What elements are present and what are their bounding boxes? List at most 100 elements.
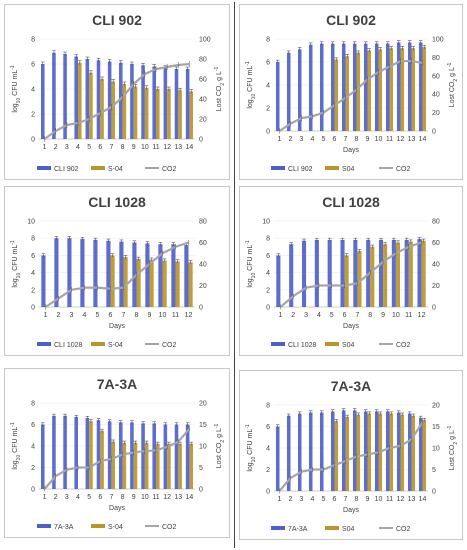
- x-tick-label: 5: [330, 312, 334, 319]
- x-axis-label: Days: [343, 147, 359, 154]
- bar: [96, 420, 101, 489]
- x-tick-label: 11: [386, 136, 393, 143]
- x-tick-label: 9: [366, 496, 370, 503]
- bar: [396, 42, 401, 132]
- bar: [93, 239, 98, 307]
- y2-tick-label: 100: [432, 37, 444, 44]
- chart-panel-cli1028-right: CLI 1028 0 2 4 6 8 10 0 20 40 60 80 1 2 3 4 5 6 7 8 9 10 11 12 D…: [239, 186, 463, 356]
- y-tick-label: 4: [266, 270, 270, 277]
- x-tick-label: 12: [418, 312, 426, 319]
- chart-title: CLI 1028: [322, 194, 380, 210]
- x-tick-label: 9: [366, 136, 370, 143]
- bar: [422, 420, 427, 491]
- y-tick-label: 0: [266, 305, 270, 312]
- x-tick-label: 14: [419, 136, 427, 143]
- bar: [78, 62, 82, 139]
- x-tick-label: 8: [368, 312, 372, 319]
- y-tick-label: 4: [31, 87, 35, 94]
- x-tick-label: 10: [159, 312, 167, 319]
- x-axis-label: Days: [109, 323, 125, 330]
- bar: [178, 90, 182, 139]
- bar: [189, 443, 193, 489]
- y2-tick-label: 40: [199, 97, 207, 104]
- bar: [418, 417, 423, 491]
- bar: [175, 261, 180, 307]
- x-tick-label: 7: [344, 136, 348, 143]
- x-tick-label: 5: [87, 494, 91, 501]
- bar: [378, 49, 383, 131]
- y2-axis-label: Lost CO2 g L-1: [214, 423, 226, 468]
- y2-tick-label: 15: [199, 422, 207, 429]
- bar: [52, 52, 56, 139]
- x-tick-label: 12: [397, 136, 405, 143]
- bar: [41, 255, 46, 307]
- bar: [353, 239, 358, 307]
- legend-swatch: [91, 524, 105, 528]
- bar: [408, 241, 413, 307]
- y2-tick-label: 80: [199, 57, 207, 64]
- bar: [52, 415, 56, 489]
- x-tick-label: 12: [163, 494, 171, 501]
- y2-tick-label: 20: [199, 401, 207, 408]
- bar: [74, 416, 78, 489]
- x-tick-label: 12: [397, 496, 405, 503]
- legend-label: S-04: [108, 166, 123, 173]
- y2-tick-label: 20: [199, 117, 207, 124]
- bar: [63, 415, 67, 489]
- bar: [163, 424, 168, 489]
- y2-tick-label: 60: [432, 240, 440, 247]
- y2-tick-label: 10: [199, 444, 207, 451]
- chart-panel-cli902-right: CLI 902 0 2 4 6 8 0 20 40 60 80 100 1 2 3 4 5 6 7 8 9 10 11 12 1…: [239, 4, 463, 180]
- y2-tick-label: 10: [432, 446, 440, 453]
- x-tick-label: 10: [375, 496, 383, 503]
- chart-panel-cli1028-left: CLI 1028 0 2 4 6 8 10 0 20 40 60 80 1 2 3 4 5 6 7 8 9 10 11 12 D…: [4, 186, 230, 356]
- bar: [100, 79, 104, 139]
- x-tick-label: 2: [54, 144, 58, 151]
- bar: [407, 42, 412, 132]
- y-tick-label: 10: [27, 219, 35, 226]
- y2-tick-label: 0: [432, 305, 436, 312]
- bar: [345, 416, 350, 491]
- bar: [417, 239, 422, 307]
- x-tick-label: 3: [300, 496, 304, 503]
- legend-swatch: [271, 166, 285, 170]
- y2-tick-label: 40: [432, 92, 440, 99]
- x-tick-label: 11: [386, 496, 393, 503]
- x-tick-label: 3: [304, 312, 308, 319]
- x-tick-label: 2: [289, 496, 293, 503]
- legend-label: CO2: [162, 166, 177, 173]
- bar: [96, 60, 101, 139]
- bar: [67, 238, 72, 307]
- bar: [422, 47, 427, 131]
- bar: [171, 244, 176, 307]
- y2-tick-label: 15: [432, 424, 440, 431]
- legend-label: CO2: [396, 166, 411, 173]
- y-tick-label: 8: [266, 37, 270, 44]
- x-tick-label: 6: [109, 312, 113, 319]
- bar: [289, 244, 294, 307]
- bar: [363, 411, 368, 491]
- y-tick-label: 4: [31, 444, 35, 451]
- bar: [363, 43, 368, 131]
- bar: [395, 242, 401, 307]
- bar: [132, 242, 137, 307]
- y2-tick-label: 20: [432, 283, 440, 290]
- y-tick-label: 0: [31, 305, 35, 312]
- x-tick-label: 13: [174, 144, 182, 151]
- bar: [357, 251, 362, 307]
- x-tick-label: 1: [43, 144, 47, 151]
- y2-tick-label: 5: [432, 467, 436, 474]
- bar: [167, 89, 171, 139]
- bar: [111, 441, 115, 489]
- x-tick-label: 2: [289, 136, 293, 143]
- x-tick-label: 10: [141, 144, 149, 151]
- bar: [174, 69, 179, 139]
- bar: [352, 43, 357, 131]
- x-tick-label: 1: [278, 312, 282, 319]
- y2-tick-label: 80: [432, 219, 440, 226]
- y2-tick-label: 60: [199, 240, 207, 247]
- x-tick-label: 13: [174, 494, 182, 501]
- bar: [63, 54, 67, 139]
- y-tick-label: 8: [266, 403, 270, 410]
- legend-swatch: [37, 342, 51, 346]
